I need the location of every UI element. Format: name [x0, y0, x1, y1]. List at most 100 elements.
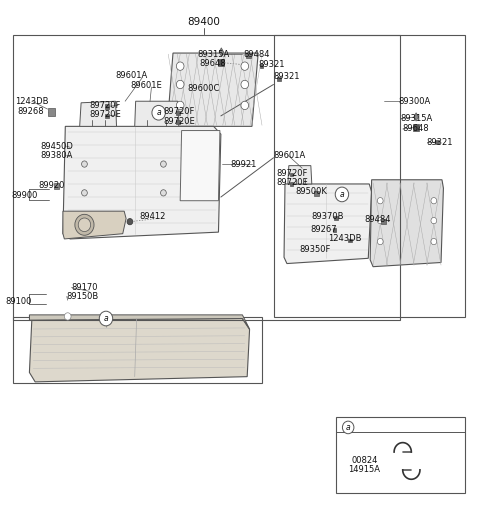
Text: 89350F: 89350F: [300, 245, 331, 254]
Circle shape: [241, 80, 249, 89]
Bar: [260, 64, 264, 68]
Text: 89412: 89412: [140, 212, 166, 221]
Text: 89720E: 89720E: [163, 117, 195, 125]
Circle shape: [160, 190, 166, 196]
Text: a: a: [346, 423, 350, 432]
Polygon shape: [219, 48, 224, 56]
Text: 14915A: 14915A: [348, 465, 380, 474]
Text: 89170: 89170: [72, 283, 98, 292]
Text: 89400: 89400: [188, 17, 220, 27]
Text: a: a: [104, 314, 108, 323]
Bar: [218, 59, 224, 66]
Circle shape: [75, 214, 94, 235]
Polygon shape: [284, 184, 372, 264]
Polygon shape: [180, 131, 220, 201]
Bar: [54, 183, 59, 188]
Text: 1243DB: 1243DB: [328, 235, 362, 244]
Circle shape: [377, 217, 383, 224]
Polygon shape: [63, 127, 221, 239]
Bar: [412, 124, 419, 131]
Polygon shape: [80, 101, 117, 127]
Polygon shape: [370, 180, 444, 267]
Circle shape: [176, 80, 184, 89]
Text: 89600C: 89600C: [187, 84, 220, 93]
Text: 89601E: 89601E: [130, 81, 162, 90]
Text: 89450D: 89450D: [40, 142, 73, 151]
Text: 89315A: 89315A: [197, 49, 229, 59]
Text: 89648: 89648: [199, 59, 226, 68]
Polygon shape: [29, 319, 250, 382]
Bar: [382, 219, 386, 224]
Text: 89720E: 89720E: [276, 178, 308, 187]
Bar: [246, 54, 251, 58]
Circle shape: [152, 106, 165, 120]
Circle shape: [82, 190, 87, 196]
Circle shape: [335, 187, 348, 202]
Bar: [105, 114, 109, 118]
Bar: [277, 77, 281, 81]
Text: 89648: 89648: [403, 124, 429, 133]
Bar: [334, 216, 337, 220]
Bar: [12, 35, 400, 320]
Text: a: a: [156, 108, 161, 117]
Text: 89920: 89920: [38, 181, 64, 190]
Polygon shape: [63, 211, 126, 239]
Bar: [314, 191, 319, 196]
Text: 89267: 89267: [311, 225, 337, 234]
Bar: [348, 239, 352, 243]
Circle shape: [176, 101, 184, 110]
Polygon shape: [167, 53, 258, 127]
Text: 89150B: 89150B: [67, 292, 99, 301]
Bar: [290, 182, 293, 186]
Bar: [176, 111, 180, 115]
Circle shape: [78, 218, 91, 232]
Bar: [176, 120, 180, 124]
Text: 89321: 89321: [427, 138, 453, 146]
Circle shape: [431, 197, 437, 204]
Text: 89300A: 89300A: [398, 97, 430, 106]
Text: 89315A: 89315A: [400, 114, 432, 123]
Text: 89484: 89484: [244, 49, 270, 59]
Text: 89900: 89900: [11, 191, 37, 200]
Text: 89720F: 89720F: [276, 169, 307, 178]
Bar: [336, 417, 465, 493]
Text: 89321: 89321: [274, 72, 300, 81]
Polygon shape: [414, 113, 419, 121]
Text: 89484: 89484: [364, 215, 391, 224]
Circle shape: [431, 238, 437, 245]
Text: 89720F: 89720F: [89, 101, 120, 110]
Bar: [274, 35, 465, 318]
Circle shape: [160, 161, 166, 167]
Text: 89921: 89921: [230, 160, 257, 169]
Bar: [105, 104, 109, 109]
Circle shape: [241, 62, 249, 70]
Circle shape: [241, 101, 249, 110]
Text: 89500K: 89500K: [295, 187, 327, 196]
Circle shape: [99, 311, 113, 326]
Bar: [435, 140, 439, 144]
Text: 89601A: 89601A: [274, 151, 306, 160]
Circle shape: [377, 238, 383, 245]
Bar: [290, 173, 293, 176]
Text: 89720E: 89720E: [89, 110, 121, 119]
Text: 89370B: 89370B: [312, 213, 344, 222]
Text: 89720F: 89720F: [163, 107, 195, 116]
Polygon shape: [29, 315, 250, 329]
Bar: [48, 108, 56, 116]
Text: 89321: 89321: [258, 60, 285, 69]
Circle shape: [176, 62, 184, 70]
Circle shape: [377, 197, 383, 204]
Circle shape: [431, 217, 437, 224]
Polygon shape: [135, 101, 179, 127]
Text: 00824: 00824: [351, 456, 377, 465]
Text: 89268: 89268: [17, 107, 44, 116]
Text: 89100: 89100: [5, 297, 32, 306]
Text: a: a: [340, 190, 344, 199]
Bar: [12, 318, 262, 383]
Circle shape: [342, 421, 354, 434]
Circle shape: [82, 161, 87, 167]
Bar: [333, 228, 336, 232]
Circle shape: [127, 218, 133, 225]
Text: 89380A: 89380A: [40, 151, 72, 160]
Text: 89601A: 89601A: [116, 70, 148, 80]
